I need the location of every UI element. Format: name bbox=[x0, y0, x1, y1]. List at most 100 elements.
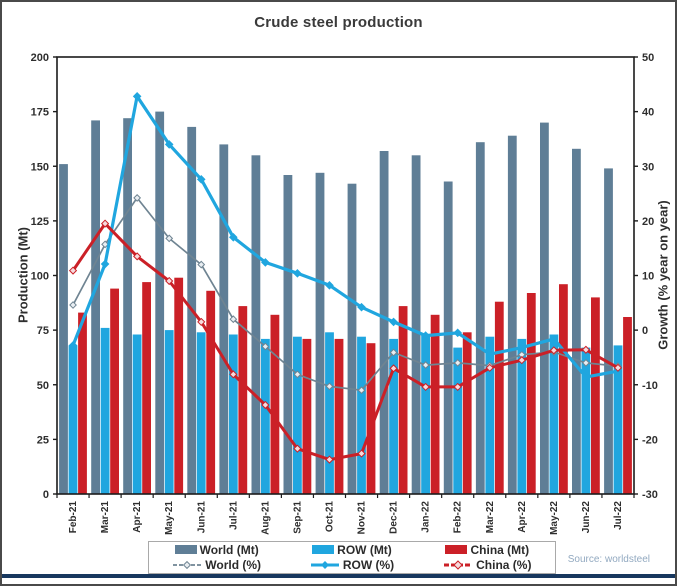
x-axis-label: Oct-21 bbox=[324, 501, 335, 533]
bar-row bbox=[389, 338, 398, 494]
x-axis-label: Jun-21 bbox=[196, 501, 207, 534]
bar-china bbox=[302, 338, 312, 494]
bar-world bbox=[475, 142, 485, 494]
legend-item-row-pct: ROW (%) bbox=[284, 559, 419, 571]
marker-row-pct bbox=[549, 334, 559, 344]
marker-row-pct bbox=[581, 372, 591, 382]
line-row-pct bbox=[71, 94, 619, 379]
legend-label: World (%) bbox=[205, 558, 262, 573]
legend-label: ROW (Mt) bbox=[337, 542, 392, 557]
marker-world-pct bbox=[261, 342, 270, 351]
x-axis-label: Dec-21 bbox=[389, 501, 400, 534]
bar-world bbox=[59, 164, 68, 494]
marker-world-pct bbox=[357, 386, 366, 395]
bar-china bbox=[142, 282, 151, 494]
marker-row-pct bbox=[261, 258, 270, 267]
x-axis-label: Jul-22 bbox=[613, 501, 624, 530]
y-axis-tick-label-left: 100 bbox=[31, 271, 49, 283]
bar-china bbox=[174, 277, 184, 494]
bar-world bbox=[572, 148, 581, 495]
marker-row-pct bbox=[68, 341, 78, 350]
y-axis-tick-label-right: -10 bbox=[642, 380, 658, 392]
bar-china bbox=[238, 306, 248, 494]
bar-row bbox=[132, 334, 142, 494]
bar-row bbox=[485, 336, 495, 494]
bar-row bbox=[100, 327, 110, 494]
marker-china-pct bbox=[485, 363, 494, 372]
marker-row-pct bbox=[293, 269, 302, 278]
bar-row bbox=[196, 332, 206, 494]
x-axis-label: Jul-21 bbox=[228, 501, 239, 530]
china-line-sample-icon bbox=[444, 560, 473, 570]
bar-china bbox=[110, 288, 119, 494]
y-axis-tick-label-right: 50 bbox=[642, 52, 654, 64]
marker-row-pct bbox=[196, 175, 206, 184]
y-axis-tick-label-left: 25 bbox=[37, 434, 49, 446]
marker-china-pct bbox=[517, 356, 526, 365]
row-line-sample-icon bbox=[310, 561, 339, 570]
y-axis-tick-label-left: 0 bbox=[43, 489, 49, 501]
bar-world bbox=[411, 155, 421, 495]
y-axis-tick-label-right: -20 bbox=[642, 434, 658, 446]
bar-world bbox=[283, 175, 293, 494]
marker-china-pct bbox=[549, 346, 558, 355]
bar-china bbox=[623, 317, 632, 494]
bar-world bbox=[91, 120, 100, 495]
x-axis-label: Apr-22 bbox=[517, 501, 528, 533]
bar-row bbox=[421, 334, 430, 494]
bar-china bbox=[559, 284, 568, 494]
legend-item-world-pct: World (%) bbox=[149, 559, 284, 571]
bar-row bbox=[581, 347, 591, 494]
x-axis-label: Sep-21 bbox=[292, 501, 303, 534]
marker-row-pct bbox=[228, 232, 238, 242]
marker-world-pct bbox=[133, 194, 142, 202]
x-axis-label: Jan-22 bbox=[421, 501, 432, 533]
y-axis-tick-label-right: -30 bbox=[642, 489, 658, 501]
marker-china-pct bbox=[165, 276, 174, 286]
bar-world bbox=[219, 144, 229, 494]
bar-world bbox=[251, 155, 261, 495]
bar-china bbox=[494, 301, 504, 494]
source-label: Source: worldsteel bbox=[567, 554, 650, 565]
marker-row-pct bbox=[132, 92, 142, 101]
bar-china bbox=[334, 338, 344, 494]
legend-label: ROW (%) bbox=[342, 558, 395, 573]
x-axis-label: Apr-21 bbox=[132, 501, 143, 533]
bar-row bbox=[325, 332, 334, 494]
marker-row-pct bbox=[453, 328, 463, 338]
legend: World (Mt) ROW (Mt) China (Mt) World (%)… bbox=[148, 541, 556, 574]
x-axis-label: Nov-21 bbox=[357, 501, 368, 535]
bar-row bbox=[293, 336, 302, 494]
legend-label: China (%) bbox=[476, 558, 532, 573]
marker-row-pct bbox=[325, 281, 334, 290]
bar-china bbox=[206, 290, 216, 494]
bar-world bbox=[347, 183, 357, 494]
bar-china bbox=[430, 314, 440, 494]
marker-china-pct bbox=[453, 382, 462, 392]
bar-china bbox=[462, 332, 472, 494]
bar-row bbox=[517, 338, 527, 494]
bar-china bbox=[398, 306, 408, 494]
marker-row-pct bbox=[389, 317, 398, 327]
bar-world bbox=[123, 118, 132, 494]
x-axis-label: May-22 bbox=[549, 501, 560, 535]
marker-row-pct bbox=[357, 302, 366, 312]
marker-china-pct bbox=[261, 400, 270, 410]
marker-world-pct bbox=[101, 240, 109, 249]
bar-row bbox=[261, 338, 270, 494]
marker-world-pct bbox=[229, 315, 238, 324]
bar-world bbox=[155, 111, 165, 494]
bottom-accent-bar bbox=[2, 574, 675, 578]
y-axis-tick-label-right: 30 bbox=[642, 161, 654, 173]
marker-china-pct bbox=[68, 266, 78, 275]
bar-china bbox=[366, 343, 376, 494]
marker-row-pct bbox=[517, 343, 527, 352]
marker-china-pct bbox=[133, 252, 142, 261]
marker-world-pct bbox=[197, 260, 206, 269]
line-china-pct bbox=[71, 222, 619, 462]
bar-world bbox=[540, 122, 549, 494]
legend-item-china-pct: China (%) bbox=[420, 559, 555, 571]
y-axis-tick-label-left: 50 bbox=[37, 380, 49, 392]
x-axis-label: Feb-22 bbox=[453, 501, 464, 534]
marker-china-pct bbox=[229, 370, 238, 379]
